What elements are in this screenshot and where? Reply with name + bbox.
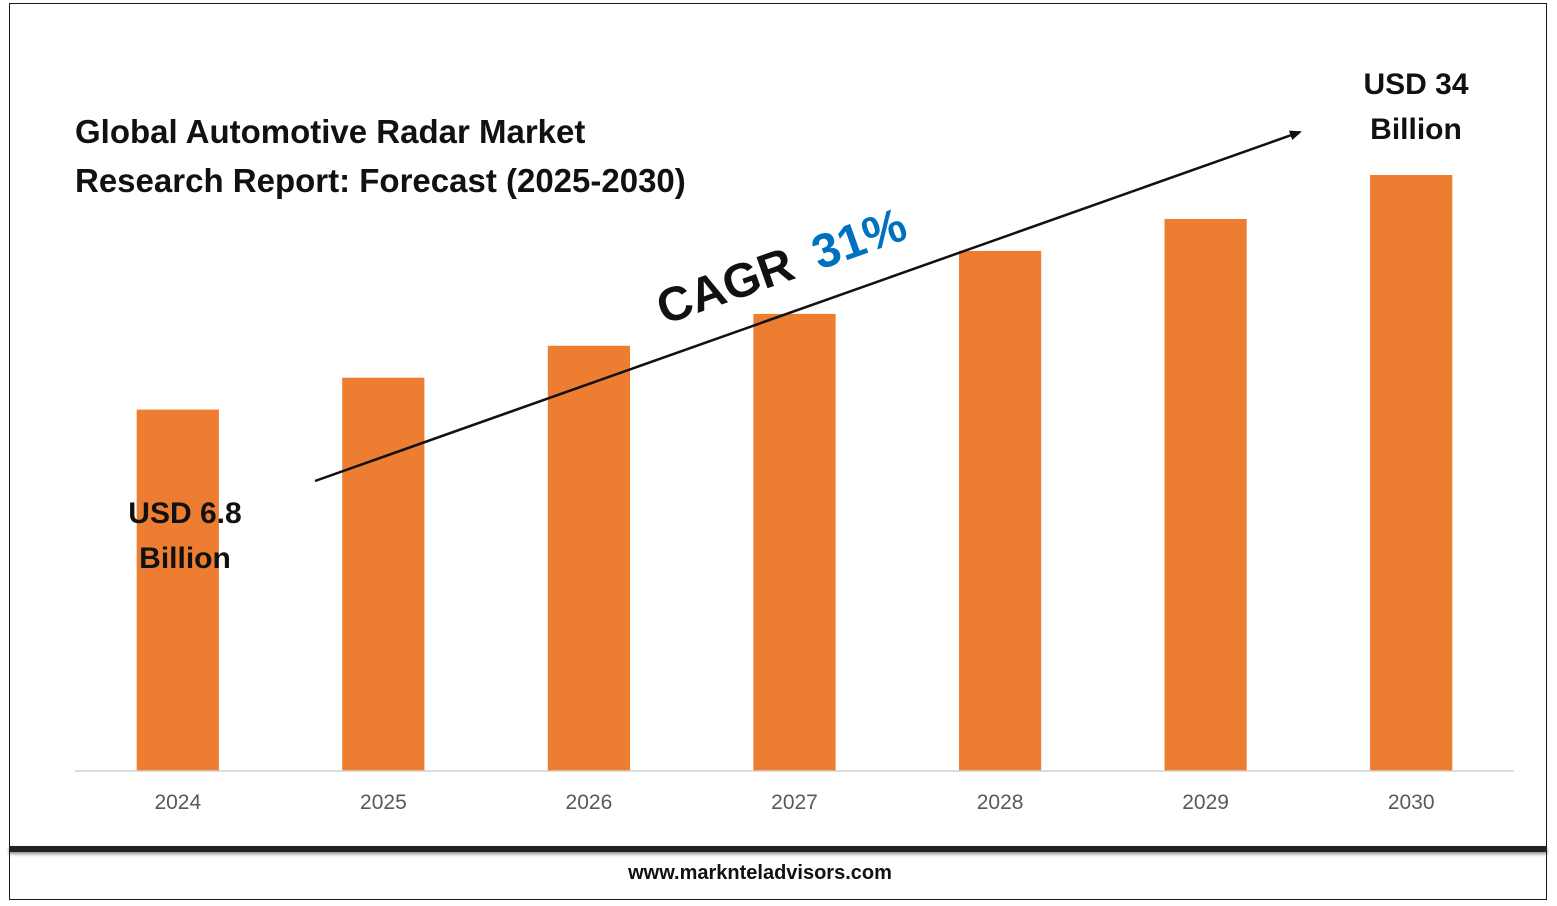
x-tick-label-2025: 2025 (360, 791, 407, 814)
bars-group (136, 175, 1453, 771)
chart-title-line-2: Research Report: Forecast (2025-2030) (75, 162, 686, 199)
footer-url[interactable]: www.marknteladvisors.com (628, 862, 892, 884)
start-value-label-line-2: Billion (139, 542, 231, 575)
bar-2028 (959, 250, 1042, 771)
chart-title-line-1: Global Automotive Radar Market (75, 113, 585, 150)
end-value-label-line-1: USD 34 (1363, 68, 1468, 101)
x-tick-label-2026: 2026 (566, 791, 613, 814)
cagr-value: 31% (805, 198, 913, 280)
bar-2026 (547, 345, 630, 771)
x-tick-label-2028: 2028 (977, 791, 1024, 814)
start-value-label-line-1: USD 6.8 (128, 497, 241, 530)
x-tick-label-2027: 2027 (771, 791, 818, 814)
trend-arrow (314, 130, 1302, 483)
footer-divider (9, 846, 1547, 852)
end-value-label-line-2: Billion (1370, 113, 1462, 146)
x-tick-label-2024: 2024 (154, 791, 201, 814)
x-tick-label-2029: 2029 (1182, 791, 1229, 814)
bar-2030 (1370, 175, 1453, 771)
x-tick-labels: 2024 2025 2026 2027 2028 2029 2030 (154, 791, 1434, 814)
bar-2025 (342, 377, 425, 771)
bar-2027 (753, 313, 836, 771)
x-tick-label-2030: 2030 (1388, 791, 1435, 814)
bar-2024 (136, 409, 219, 771)
bar-2029 (1164, 219, 1247, 771)
